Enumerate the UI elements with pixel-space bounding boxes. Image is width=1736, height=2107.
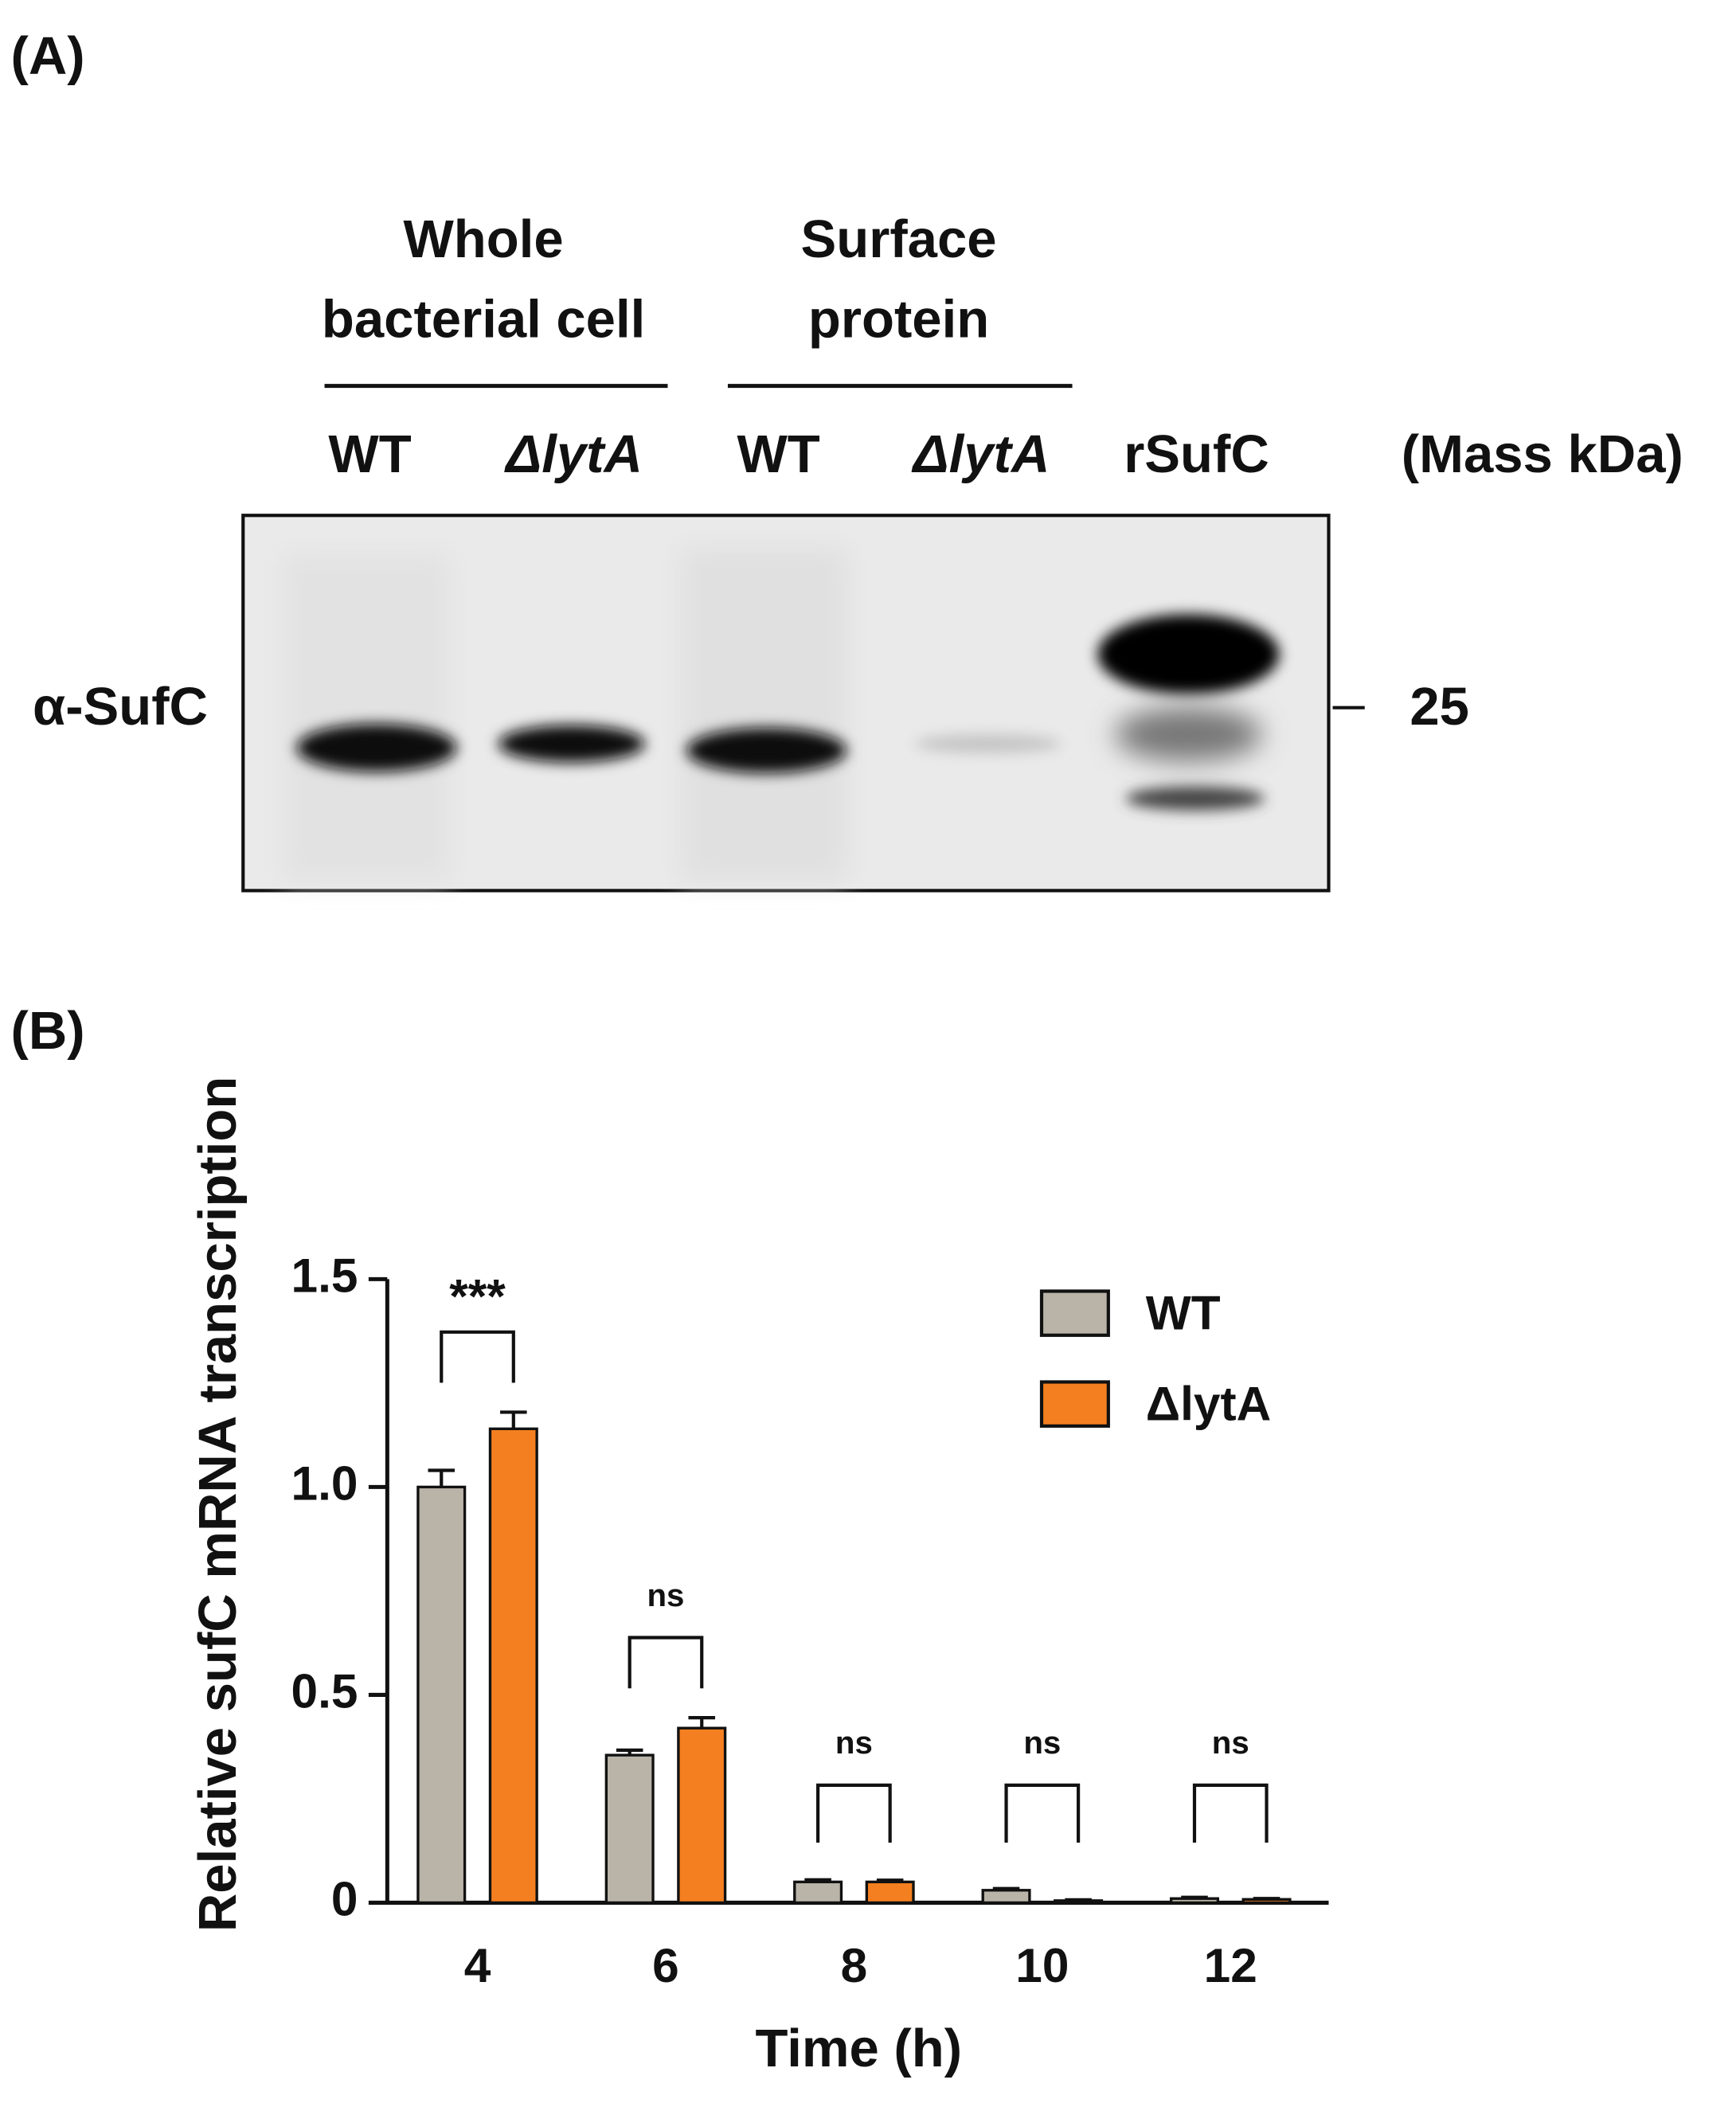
bar (1241, 1898, 1292, 1905)
legend-label: WT (1146, 1285, 1221, 1339)
significance-bracket (628, 1636, 704, 1689)
y-tick-label: 1.5 (291, 1248, 358, 1302)
group-label: Whole (404, 209, 564, 269)
lane-label: WT (737, 424, 820, 484)
group-label: protein (808, 290, 989, 350)
bar (416, 1485, 467, 1905)
x-tick-label: 12 (1204, 1938, 1257, 1992)
significance-label: ns (1212, 1725, 1249, 1761)
group-label: Surface (801, 209, 997, 269)
bar (793, 1880, 843, 1905)
bar (981, 1889, 1031, 1905)
band (498, 725, 645, 763)
band (1097, 614, 1280, 694)
legend-label: ΔlytA (1146, 1376, 1271, 1430)
band (1125, 786, 1265, 811)
band (1115, 707, 1262, 761)
panel-label: (A) (10, 26, 84, 86)
antibody-label: α-SufC (33, 677, 208, 737)
marker-label: 25 (1410, 677, 1469, 737)
significance-label: ns (1023, 1725, 1061, 1761)
bar (677, 1726, 727, 1905)
legend-swatch (1039, 1380, 1110, 1428)
lane-smear (681, 547, 848, 882)
band (914, 734, 1062, 753)
lane-label: ΔlytA (911, 424, 1050, 484)
lane-smear (283, 553, 451, 882)
x-tick-label: 4 (464, 1938, 491, 1992)
legend-swatch (1039, 1289, 1110, 1337)
y-tick-label: 0.5 (291, 1663, 358, 1718)
x-tick-label: 10 (1015, 1938, 1069, 1992)
bar (1054, 1899, 1104, 1905)
panel-label: (B) (10, 1001, 84, 1061)
panel-a: (A) Whole bacterial cell Surface protein… (10, 26, 1683, 893)
significance-label: ns (647, 1577, 684, 1613)
lane-label: WT (328, 424, 411, 484)
lane-label: rSufC (1124, 424, 1269, 484)
significance-label: *** (449, 1269, 506, 1323)
bands (283, 547, 1280, 882)
band (296, 723, 457, 772)
significance-bracket (1004, 1783, 1081, 1843)
bar (1169, 1897, 1219, 1905)
group-label: bacterial cell (322, 290, 645, 350)
panel-b: (B) 0 0.5 1.0 1.5 Relative sufC mRNA transcr… (10, 1001, 1329, 2078)
bar (488, 1427, 538, 1905)
significance-bracket (816, 1783, 892, 1843)
significance-bracket (440, 1330, 515, 1383)
band (686, 727, 847, 773)
significance-label: ns (835, 1725, 873, 1761)
lane-label: ΔlytA (503, 424, 643, 484)
bar (865, 1880, 915, 1905)
x-tick-label: 6 (652, 1938, 679, 1992)
bar (604, 1753, 655, 1905)
y-tick-label: 0 (331, 1871, 358, 1925)
x-tick-label: 8 (841, 1938, 868, 1992)
mass-header: (Mass kDa) (1402, 424, 1683, 484)
significance-bracket (1192, 1783, 1269, 1843)
x-axis-title: Time (h) (755, 2019, 962, 2078)
y-axis-title: Relative sufC mRNA transcription (188, 1077, 248, 1932)
y-tick-label: 1.0 (291, 1456, 358, 1510)
